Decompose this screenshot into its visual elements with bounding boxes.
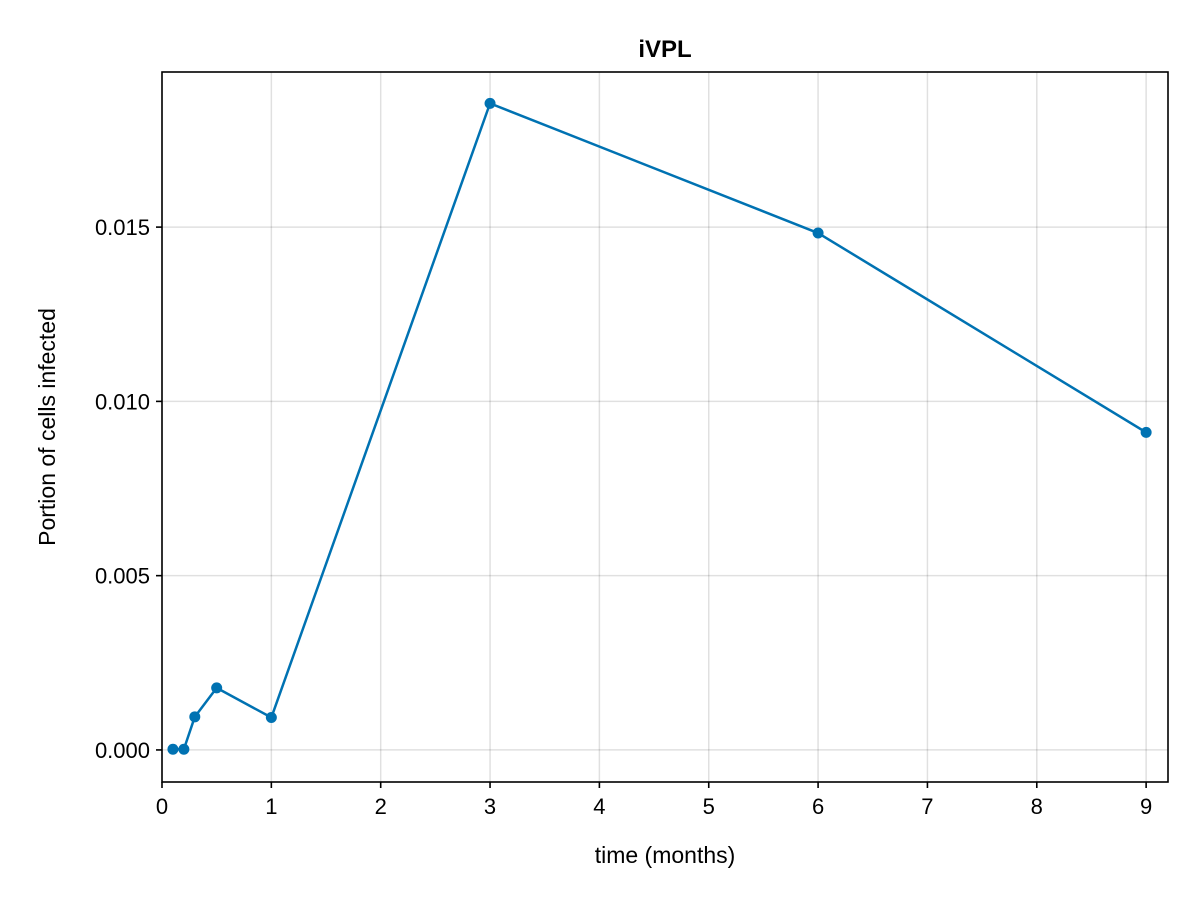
data-point (178, 743, 190, 755)
plot-markers (167, 97, 1152, 755)
y-tick-label: 0.010 (95, 389, 150, 414)
plot-frame (161, 71, 1169, 783)
grid-lines (161, 72, 1168, 782)
x-tick-label: 4 (593, 794, 605, 819)
data-point (812, 227, 824, 239)
y-tick-label: 0.005 (95, 564, 150, 589)
x-tick-label: 0 (156, 794, 168, 819)
x-tick-label: 2 (375, 794, 387, 819)
data-point (1140, 426, 1152, 438)
data-point (484, 97, 496, 109)
x-axis-label: time (months) (595, 842, 736, 868)
series-line (172, 102, 1147, 751)
plot-lines (172, 102, 1147, 751)
y-axis: 0.000 0.005 0.010 0.015 (95, 215, 162, 763)
y-tick-label: 0.015 (95, 215, 150, 240)
x-tick-label: 5 (703, 794, 715, 819)
data-point (211, 682, 223, 694)
x-tick-label: 7 (921, 794, 933, 819)
y-axis-label: Portion of cells infected (34, 308, 60, 546)
x-tick-label: 8 (1031, 794, 1043, 819)
data-point (265, 712, 277, 724)
x-tick-label: 9 (1140, 794, 1152, 819)
x-tick-label: 1 (265, 794, 277, 819)
chart-title: iVPL (638, 36, 691, 63)
y-tick-label: 0.000 (95, 738, 150, 763)
x-tick-label: 3 (484, 794, 496, 819)
x-tick-label: 6 (812, 794, 824, 819)
x-axis: 0 1 2 3 4 5 6 7 8 9 (156, 782, 1152, 819)
data-point (189, 711, 201, 723)
data-point (167, 743, 179, 755)
